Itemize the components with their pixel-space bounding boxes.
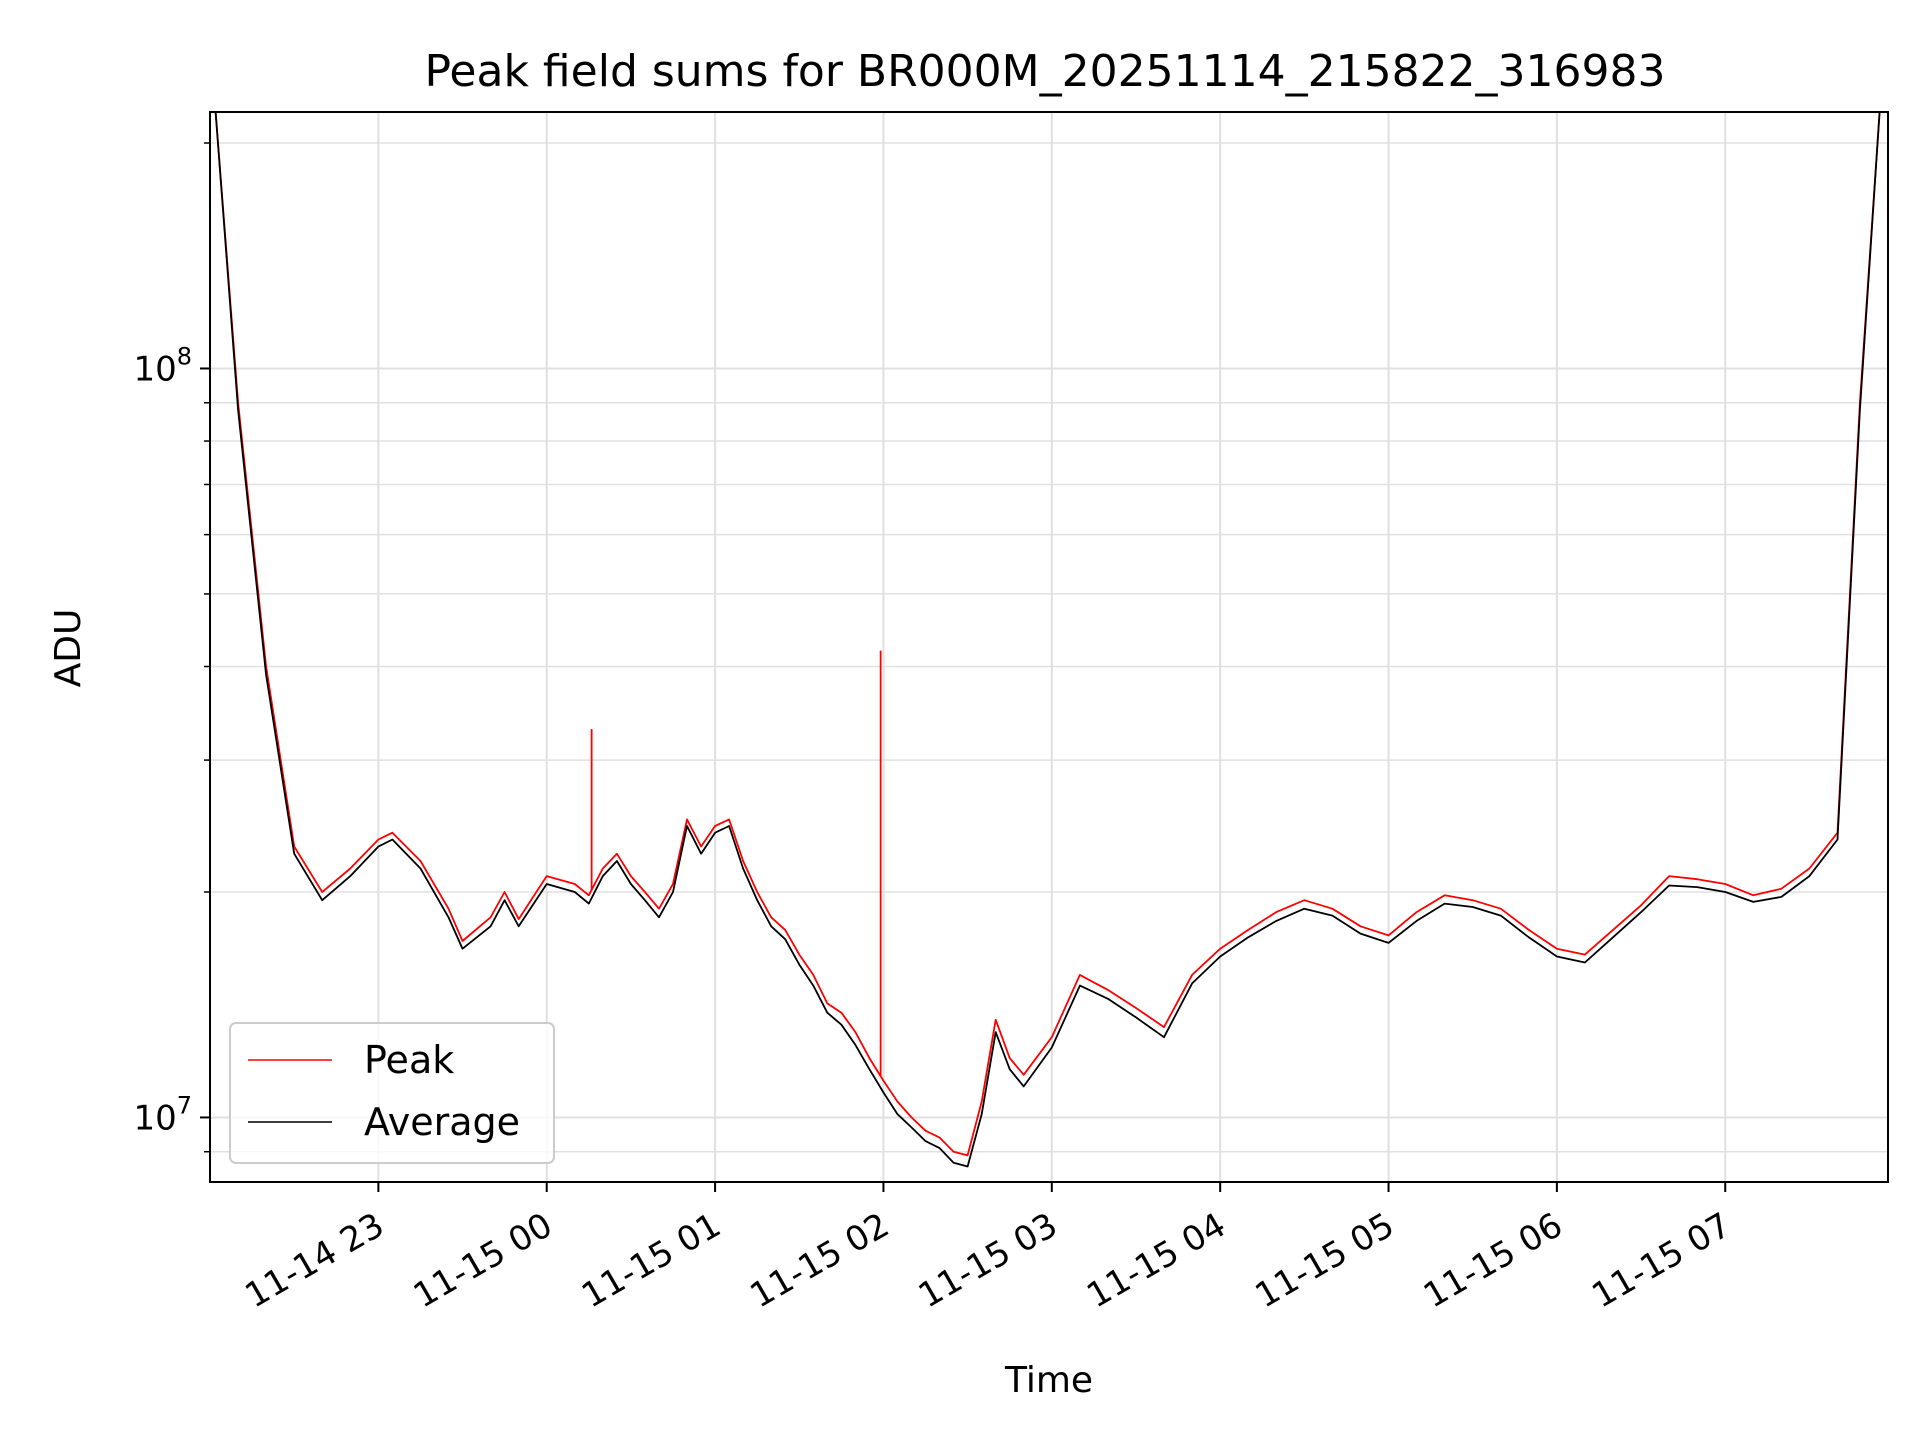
y-axis-label: ADU: [48, 609, 89, 688]
legend-average-label: Average: [364, 1100, 520, 1144]
series-layer: [214, 112, 1881, 1168]
y-tick-label: 108: [133, 342, 192, 389]
legend-box: [229, 1022, 555, 1164]
series-line-peak: [214, 112, 1881, 1157]
y-tick-label: 107: [133, 1091, 192, 1138]
chart-title: Peak field sums for BR000M_20251114_2158…: [424, 46, 1665, 97]
legend-peak-label: Peak: [364, 1038, 454, 1082]
legend: Peak Average: [229, 1022, 555, 1164]
x-axis-label: Time: [1004, 1360, 1093, 1401]
series-line-average: [214, 112, 1881, 1168]
plot-frame: [209, 111, 1889, 1183]
